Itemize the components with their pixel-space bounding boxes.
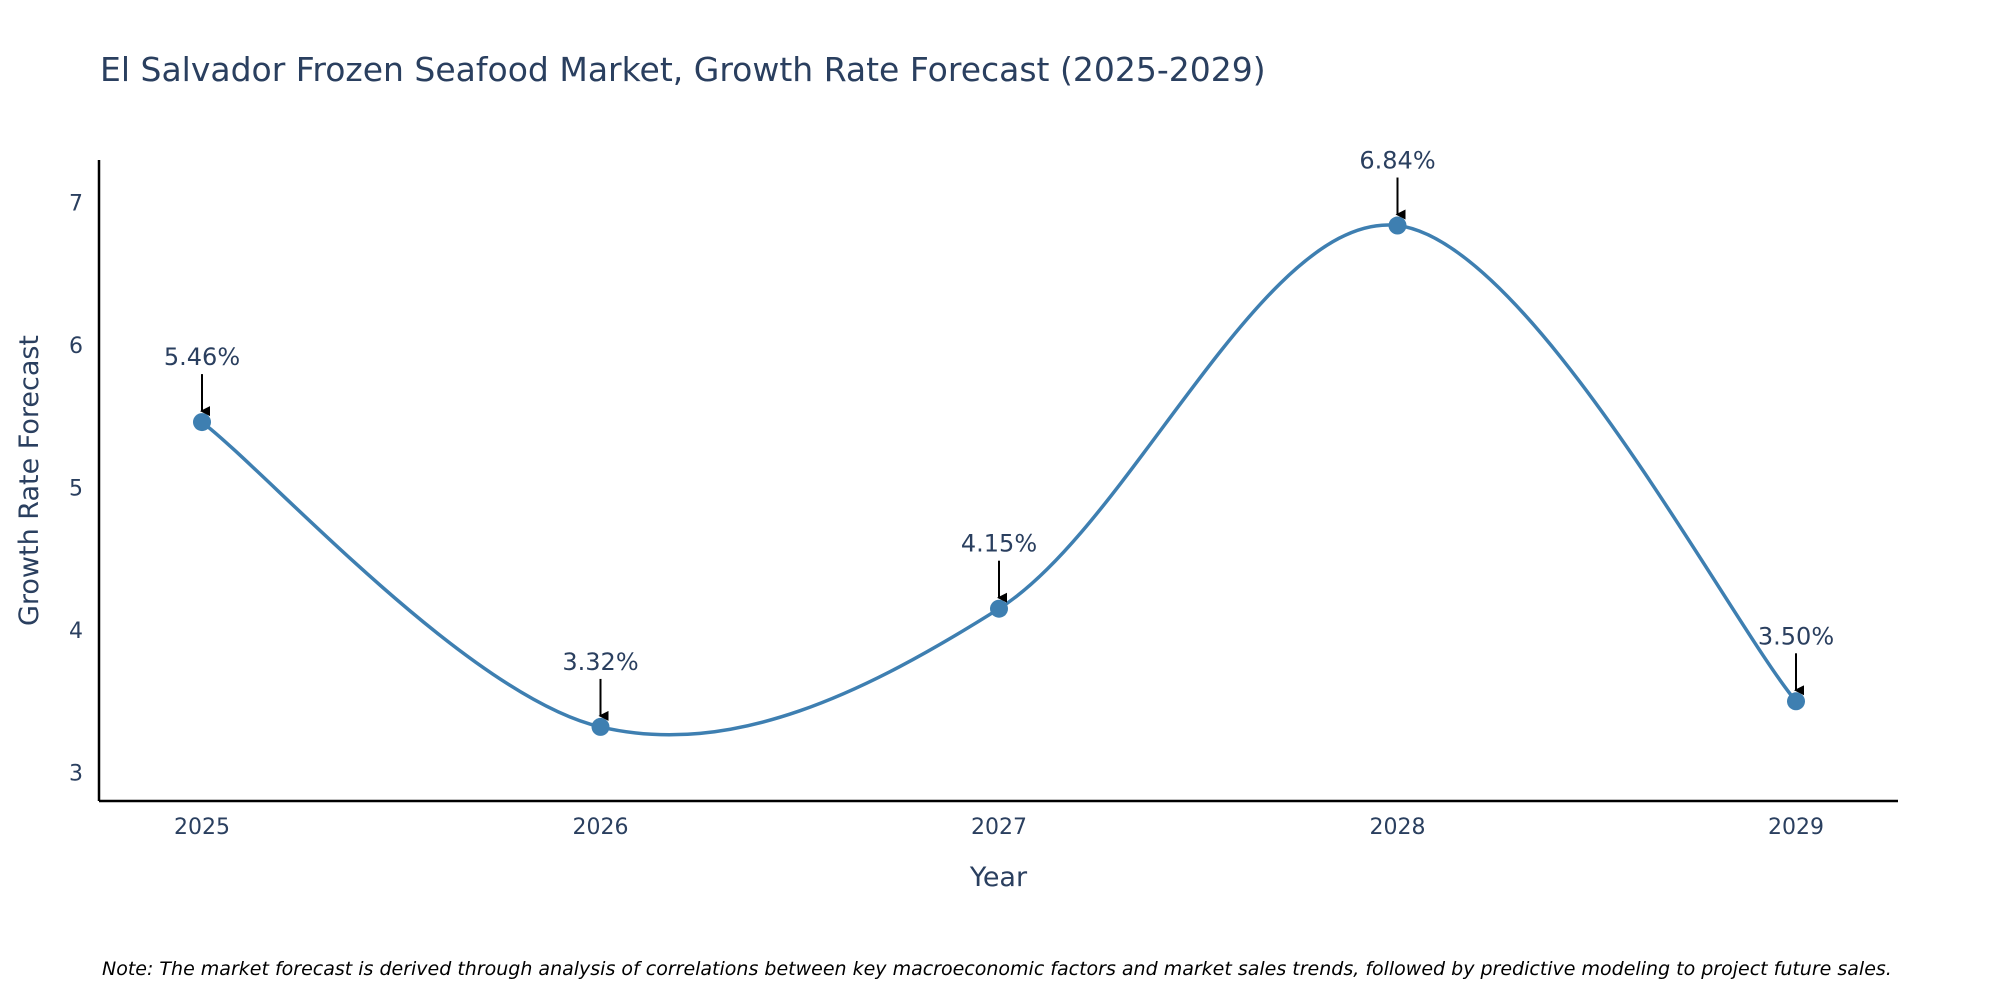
x-tick-label: 2029 bbox=[1768, 815, 1824, 840]
y-tick-label: 7 bbox=[69, 192, 83, 217]
data-point-2026[interactable] bbox=[591, 717, 610, 736]
data-point-2027[interactable] bbox=[990, 599, 1008, 618]
data-point-2025[interactable] bbox=[193, 413, 211, 432]
data-point-2028[interactable] bbox=[1388, 216, 1407, 235]
x-tick-label: 2027 bbox=[971, 815, 1027, 840]
data-label: 4.15% bbox=[961, 530, 1037, 558]
data-label: 3.32% bbox=[562, 648, 638, 676]
x-tick-label: 2028 bbox=[1370, 815, 1426, 840]
x-tick-label: 2026 bbox=[573, 815, 629, 840]
data-label: 5.46% bbox=[164, 343, 240, 371]
chart-title: El Salvador Frozen Seafood Market, Growt… bbox=[100, 50, 1266, 89]
data-label: 3.50% bbox=[1758, 622, 1834, 650]
y-axis-title: Growth Rate Forecast bbox=[14, 335, 45, 626]
series-line bbox=[200, 223, 1798, 737]
y-tick-label: 5 bbox=[69, 477, 83, 502]
y-tick-label: 4 bbox=[69, 619, 83, 644]
data-point-2029[interactable] bbox=[1787, 692, 1805, 711]
y-axis-ticks: 3 4 5 6 7 bbox=[69, 192, 83, 787]
y-tick-label: 6 bbox=[69, 334, 83, 359]
data-label: 6.84% bbox=[1359, 147, 1435, 175]
y-tick-label: 3 bbox=[69, 762, 83, 787]
x-axis-ticks: 2025 2026 2027 2028 2029 bbox=[174, 815, 1824, 840]
x-tick-label: 2025 bbox=[174, 815, 230, 840]
data-label-annotations: 5.46% 3.32% 4.15% 6.84% 3.50% bbox=[164, 147, 1834, 721]
footnote: Note: The market forecast is derived thr… bbox=[102, 958, 1892, 980]
x-axis-title: Year bbox=[969, 862, 1028, 893]
series-markers bbox=[193, 216, 1805, 736]
